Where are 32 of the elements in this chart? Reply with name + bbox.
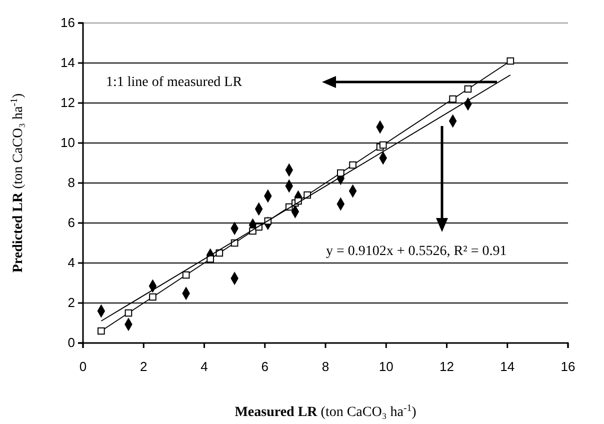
x-tick-label: 14 bbox=[500, 359, 515, 374]
x-tick-label: 10 bbox=[378, 359, 394, 374]
point bbox=[379, 141, 387, 149]
point bbox=[349, 161, 356, 169]
x-tick-label: 2 bbox=[140, 359, 148, 374]
x-tick-label: 4 bbox=[200, 359, 208, 374]
annotation: y = 0.9102x + 0.5526, R² = 0.91 bbox=[326, 244, 507, 259]
y-tick-label: 10 bbox=[60, 135, 75, 150]
annotation: 1:1 line of measured LR bbox=[106, 75, 243, 90]
point bbox=[149, 293, 156, 301]
point bbox=[336, 169, 344, 177]
point bbox=[182, 271, 190, 279]
point bbox=[98, 327, 105, 335]
y-tick-label: 8 bbox=[68, 175, 75, 190]
y-tick-label: 12 bbox=[60, 95, 75, 110]
y-tick-label: 4 bbox=[68, 255, 75, 270]
x-tick-label: 12 bbox=[440, 359, 454, 374]
y-tick-label: 16 bbox=[60, 15, 75, 30]
point bbox=[506, 57, 514, 65]
y-tick-label: 0 bbox=[68, 335, 75, 350]
x-tick-label: 8 bbox=[322, 359, 330, 374]
y-tick-label: 14 bbox=[60, 55, 75, 70]
point bbox=[449, 95, 456, 103]
x-tick-label: 0 bbox=[79, 359, 87, 374]
point bbox=[124, 309, 132, 317]
x-axis-title: Measured LR (ton CaCO₃ ha$^{-1}$) bbox=[234, 402, 417, 420]
x-tick-label: 16 bbox=[560, 359, 576, 374]
y-tick-label: 6 bbox=[68, 215, 75, 230]
x-tick-label: 6 bbox=[261, 359, 268, 374]
point bbox=[206, 255, 214, 263]
y-tick-label: 2 bbox=[68, 295, 75, 310]
point bbox=[464, 85, 472, 93]
